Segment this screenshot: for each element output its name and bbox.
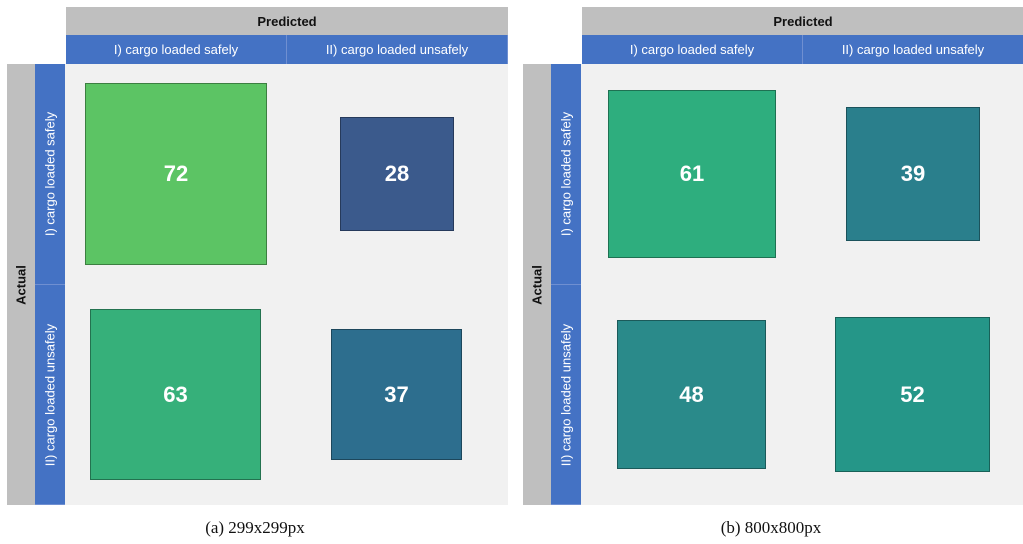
row-header-safe-label: I) cargo loaded safely xyxy=(42,111,58,237)
row-header-unsafe-label: II) cargo loaded unsafely xyxy=(558,323,574,466)
predicted-header: Predicted xyxy=(582,7,1023,35)
confusion-matrix-b: Predicted I) cargo loaded safely II) car… xyxy=(516,0,1023,544)
row-header-unsafe: II) cargo loaded unsafely xyxy=(551,285,581,505)
cell-value: 37 xyxy=(384,381,409,407)
cell-value: 61 xyxy=(679,161,705,186)
row-header-safe: I) cargo loaded safely xyxy=(35,64,65,285)
cell-box-0-1: 39 xyxy=(846,107,980,241)
caption-b: (b) 800x800px xyxy=(720,518,822,537)
cell-box-1-0: 48 xyxy=(617,320,766,469)
cell-box-0-0: 72 xyxy=(85,83,267,265)
predicted-header: Predicted xyxy=(66,7,508,35)
actual-header-label: Actual xyxy=(529,264,545,305)
column-header-unsafe: II) cargo loaded unsafely xyxy=(287,35,508,64)
cell-value: 63 xyxy=(163,381,188,407)
matrix-grid: 61 39 48 52 xyxy=(581,64,1023,505)
cell-box-1-1: 37 xyxy=(331,329,462,460)
column-header-unsafe: II) cargo loaded unsafely xyxy=(803,35,1023,64)
cell-value: 72 xyxy=(163,161,189,186)
cell-box-1-0: 63 xyxy=(90,309,261,480)
matrix-grid: 72 28 63 37 xyxy=(65,64,508,505)
cell-box-0-0: 61 xyxy=(608,90,776,258)
cell-value: 39 xyxy=(900,161,926,186)
row-header-unsafe: II) cargo loaded unsafely xyxy=(35,285,65,505)
cell-value: 48 xyxy=(679,381,704,407)
column-header-safe: I) cargo loaded safely xyxy=(66,35,287,64)
cell-box-0-1: 28 xyxy=(340,117,454,231)
cell-value: 28 xyxy=(384,161,410,186)
row-header-safe: I) cargo loaded safely xyxy=(551,64,581,285)
actual-header: Actual xyxy=(523,64,551,505)
actual-header-label: Actual xyxy=(13,264,29,305)
caption-a: (a) 299x299px xyxy=(205,518,305,537)
column-header-safe: I) cargo loaded safely xyxy=(582,35,803,64)
actual-header: Actual xyxy=(7,64,35,505)
confusion-matrix-a: Predicted I) cargo loaded safely II) car… xyxy=(0,0,510,544)
row-header-unsafe-label: II) cargo loaded unsafely xyxy=(42,323,58,466)
cell-value: 52 xyxy=(900,381,925,407)
cell-box-1-1: 52 xyxy=(835,317,990,472)
row-header-safe-label: I) cargo loaded safely xyxy=(558,111,574,237)
